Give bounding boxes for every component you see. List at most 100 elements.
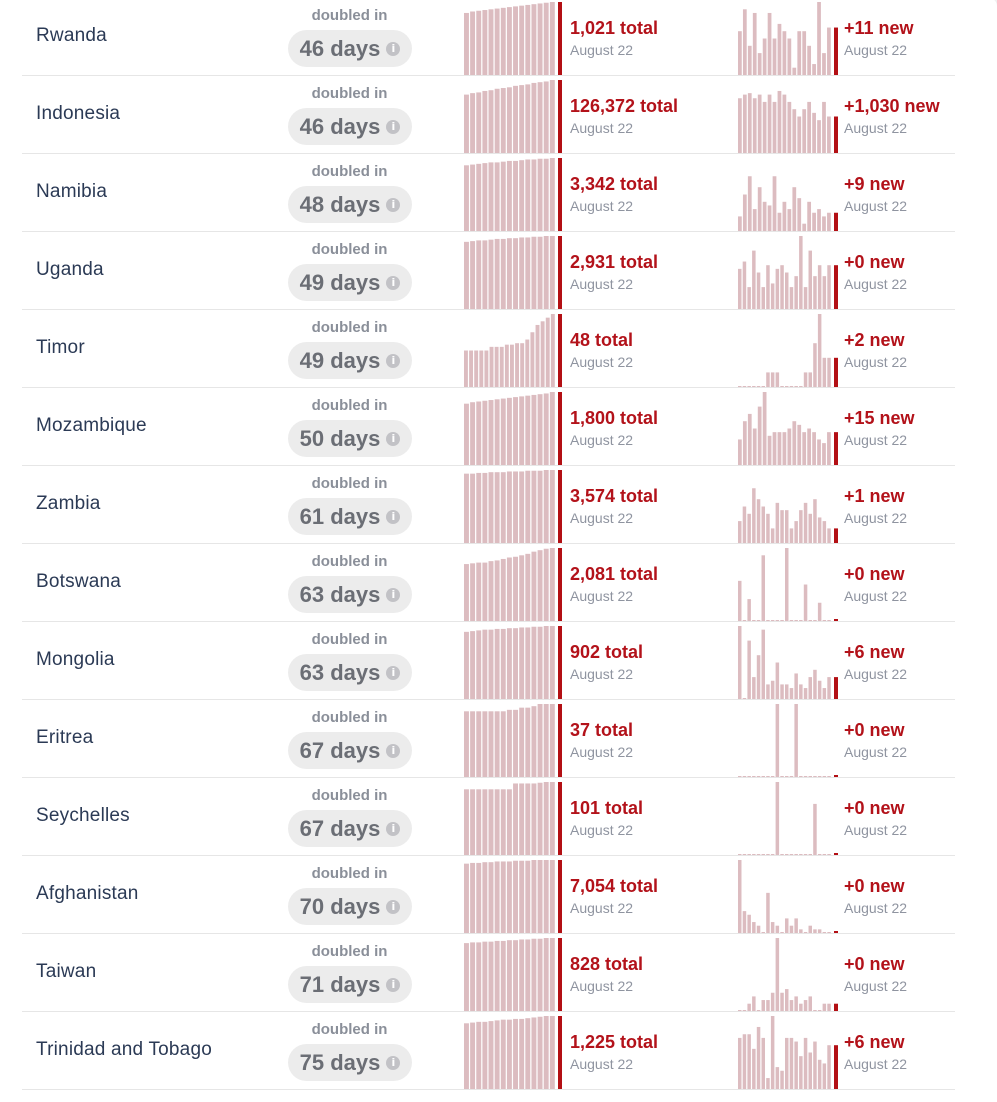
spark-bar: [500, 789, 506, 855]
new-cases: +0 new: [844, 876, 905, 896]
country-row[interactable]: Botswana doubled in 63 days i 2,081 tota…: [22, 544, 955, 622]
doubled-in-label: doubled in: [311, 85, 388, 102]
spark-bar: [499, 346, 504, 387]
country-name[interactable]: Botswana: [36, 571, 122, 592]
spark-bar: [785, 918, 789, 933]
country-name[interactable]: Mongolia: [36, 649, 115, 670]
spark-bar: [789, 620, 794, 621]
spark-bar: [766, 776, 770, 777]
country-name[interactable]: Eritrea: [36, 727, 94, 748]
spark-bar: [813, 776, 817, 777]
spark-bar: [476, 240, 482, 309]
spark-bar: [752, 428, 757, 465]
country-name[interactable]: Taiwan: [36, 961, 97, 982]
country-name[interactable]: Seychelles: [36, 805, 130, 826]
spark-bar: [780, 510, 784, 543]
info-icon[interactable]: i: [386, 977, 401, 992]
info-icon[interactable]: i: [386, 1055, 401, 1070]
spark-bar: [506, 160, 512, 231]
country-row[interactable]: Indonesia doubled in 46 days i 126,372 t…: [22, 76, 955, 154]
spark-bar: [797, 31, 802, 75]
info-icon[interactable]: i: [386, 509, 401, 524]
country-row[interactable]: Rwanda doubled in 46 days i 1,021 total …: [22, 0, 955, 76]
country-row[interactable]: Zambia doubled in 61 days i 3,574 total …: [22, 466, 955, 544]
spark-bar: [756, 272, 761, 309]
country-row[interactable]: Taiwan doubled in 71 days i 828 total Au…: [22, 934, 955, 1012]
info-icon[interactable]: i: [386, 275, 401, 290]
spark-bar: [752, 620, 756, 621]
info-icon[interactable]: i: [386, 119, 401, 134]
spark-bar: [525, 553, 531, 621]
country-row[interactable]: Uganda doubled in 49 days i 2,931 total …: [22, 232, 955, 310]
spark-bar: [752, 996, 756, 1011]
info-icon[interactable]: i: [386, 431, 401, 446]
spark-bar: [766, 620, 770, 621]
spark-bar: [530, 332, 535, 387]
spark-bar: [756, 776, 761, 777]
spark-bar: [519, 939, 525, 1011]
info-icon[interactable]: i: [386, 743, 401, 758]
country-name[interactable]: Indonesia: [36, 103, 121, 124]
country-row[interactable]: Trinidad and Tobago doubled in 75 days i…: [22, 1012, 955, 1090]
spark-bar: [747, 413, 752, 465]
spark-latest-bar: [558, 2, 562, 75]
info-icon[interactable]: i: [386, 899, 401, 914]
country-row[interactable]: Afghanistan doubled in 70 days i 7,054 t…: [22, 856, 955, 934]
country-row[interactable]: Mozambique doubled in 50 days i 1,800 to…: [22, 388, 955, 466]
country-name[interactable]: Rwanda: [36, 25, 107, 46]
spark-bar: [802, 223, 807, 231]
spark-bar: [817, 929, 822, 933]
spark-bar: [770, 992, 775, 1011]
country-row[interactable]: Eritrea doubled in 67 days i 37 total Au…: [22, 700, 955, 778]
spark-bar: [742, 620, 747, 621]
info-icon[interactable]: i: [386, 41, 401, 56]
info-icon[interactable]: i: [386, 587, 401, 602]
info-icon[interactable]: i: [386, 821, 401, 836]
spark-bar: [770, 922, 775, 933]
spark-bar: [787, 428, 792, 465]
country-name[interactable]: Uganda: [36, 259, 104, 280]
new-cases: +1,030 new: [844, 96, 940, 116]
spark-bar: [464, 711, 469, 777]
country-name[interactable]: Namibia: [36, 181, 108, 202]
country-row[interactable]: Namibia doubled in 48 days i 3,342 total…: [22, 154, 955, 232]
spark-bar: [752, 98, 757, 153]
total-cases-sparkline: [464, 704, 562, 777]
country-row[interactable]: Seychelles doubled in 67 days i 101 tota…: [22, 778, 955, 856]
spark-bar: [494, 88, 500, 153]
doubling-days-value: 46 days: [299, 113, 381, 139]
spark-bar: [550, 314, 555, 387]
doubling-days-pill: 49 days i: [288, 264, 412, 301]
new-cases: +15 new: [844, 408, 915, 428]
new-cases: +1 new: [844, 486, 905, 506]
spark-bar: [761, 629, 765, 699]
spark-bar: [474, 350, 479, 387]
spark-bar: [519, 1018, 525, 1089]
new-date: August 22: [844, 900, 908, 916]
spark-bar: [775, 704, 780, 777]
info-icon[interactable]: i: [386, 665, 401, 680]
country-name[interactable]: Afghanistan: [36, 883, 139, 904]
spark-bar: [742, 1034, 747, 1089]
spark-bar: [519, 85, 525, 153]
country-name[interactable]: Trinidad and Tobago: [36, 1039, 212, 1060]
new-cases-sparkline: [738, 626, 838, 699]
country-row[interactable]: Mongolia doubled in 63 days i 902 total …: [22, 622, 955, 700]
doubled-in-label: doubled in: [311, 943, 388, 960]
country-name[interactable]: Zambia: [36, 493, 101, 514]
info-icon[interactable]: i: [386, 353, 401, 368]
new-cases: +6 new: [844, 642, 905, 662]
total-cases: 126,372 total: [570, 96, 679, 116]
country-row[interactable]: Timor doubled in 49 days i 48 total Augu…: [22, 310, 955, 388]
spark-bar: [494, 861, 500, 933]
spark-latest-bar: [834, 1045, 838, 1089]
spark-bar: [772, 432, 777, 465]
spark-bar: [488, 711, 494, 777]
country-name[interactable]: Mozambique: [36, 415, 147, 436]
spark-bar: [812, 212, 816, 231]
info-icon[interactable]: i: [386, 197, 401, 212]
spark-bar: [531, 706, 537, 777]
doubled-in-label: doubled in: [311, 319, 388, 336]
country-name[interactable]: Timor: [36, 337, 85, 358]
doubled-in-label: doubled in: [311, 865, 388, 882]
